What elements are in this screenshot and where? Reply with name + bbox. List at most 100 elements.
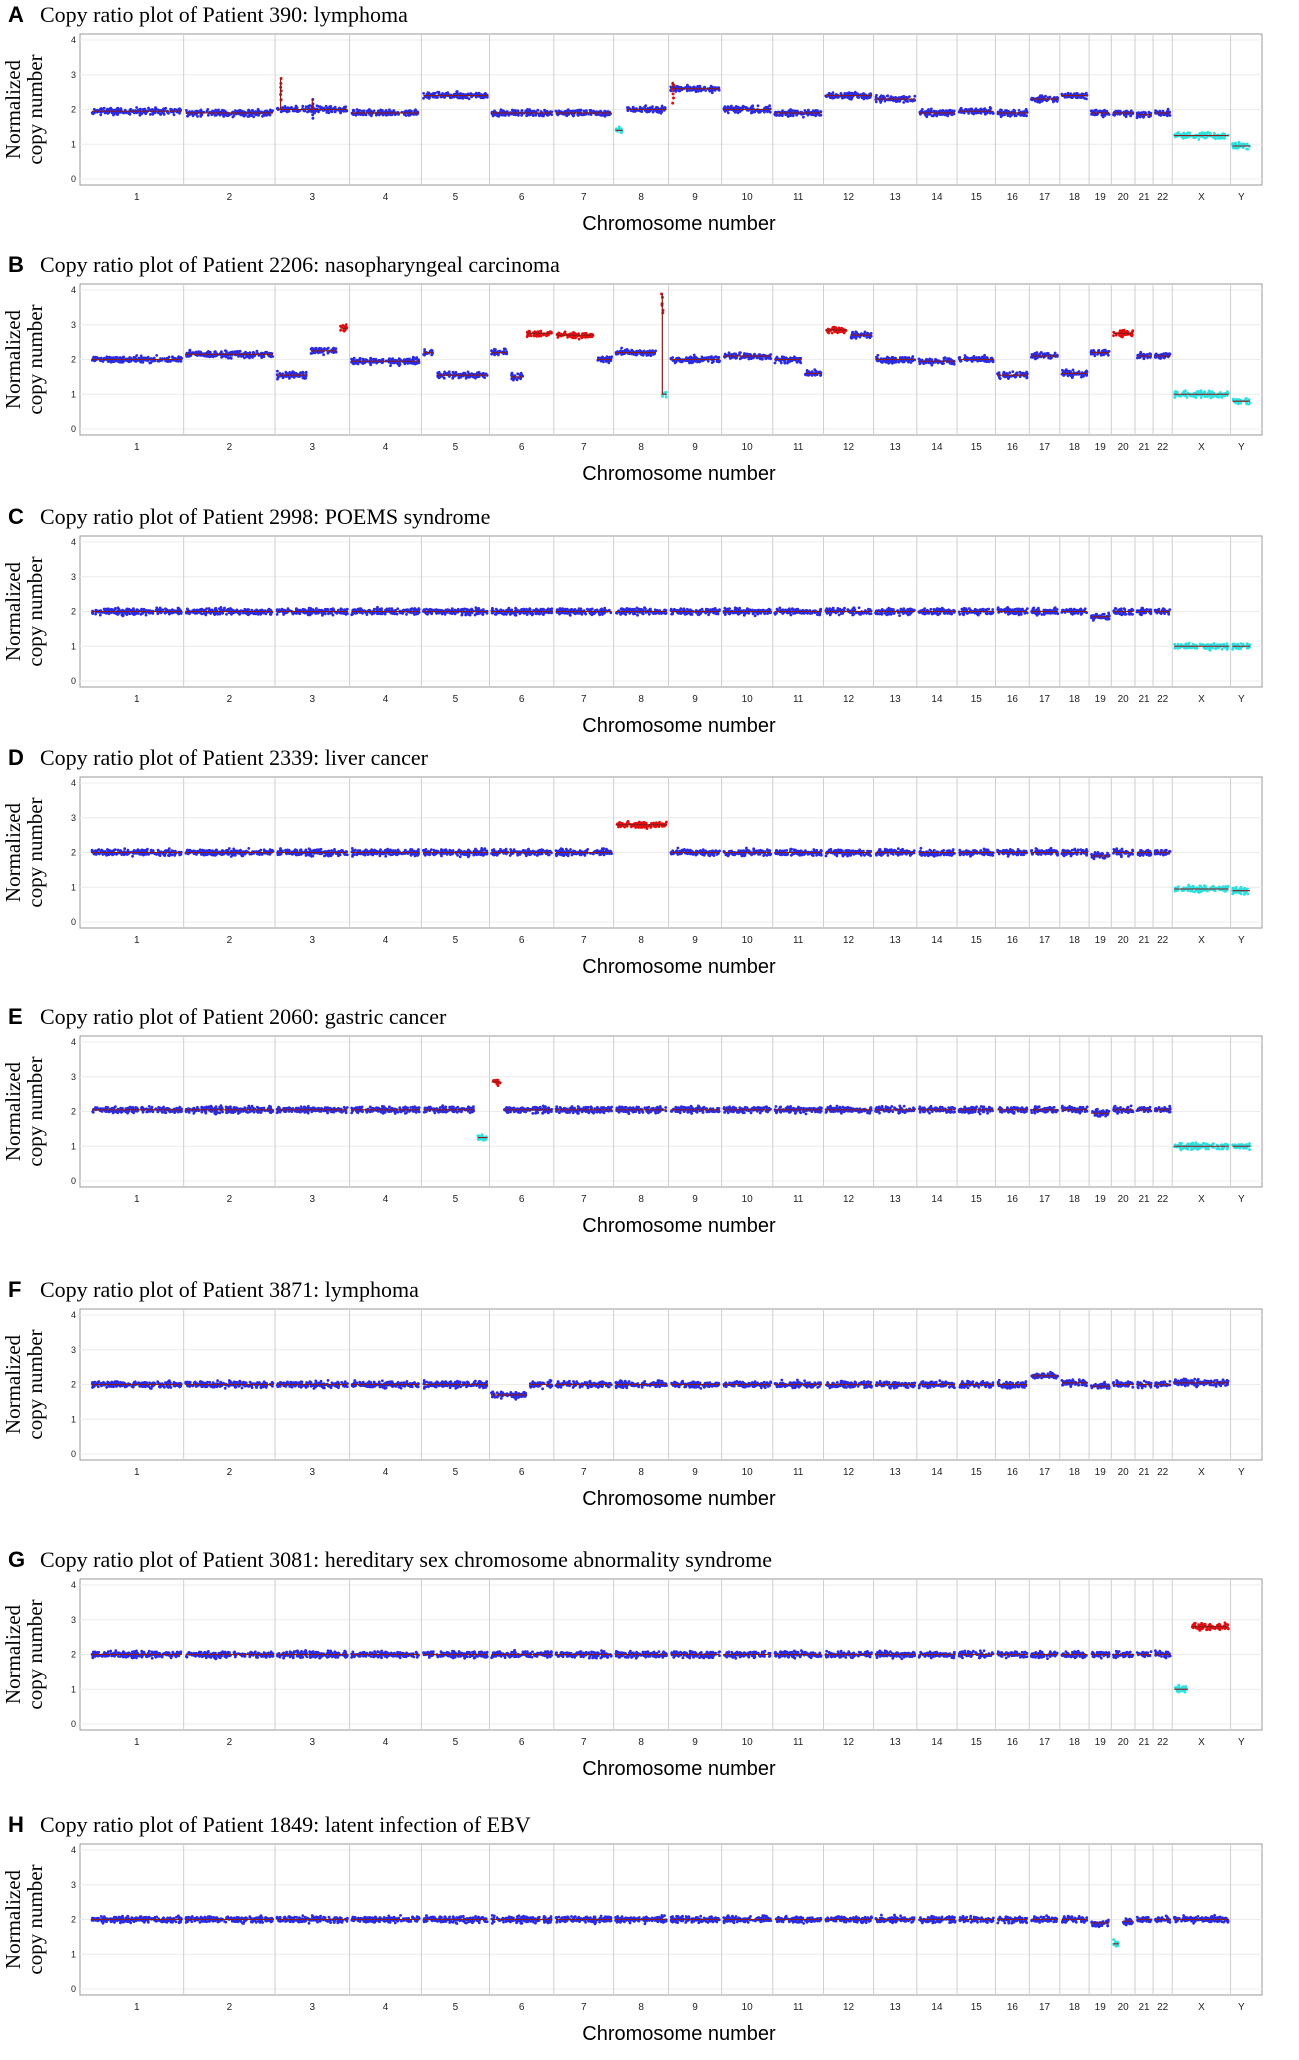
data-point [538,113,542,117]
data-point [161,107,165,111]
data-point [1183,136,1187,140]
data-point [102,106,106,110]
data-point [326,346,330,350]
data-point [1162,113,1165,117]
x-tick-label: 15 [971,192,983,203]
data-point [889,360,893,364]
data-point [786,114,790,118]
data-point [936,361,940,365]
x-tick-label: 10 [742,192,754,203]
data-point [1071,368,1075,372]
data-point [415,362,418,365]
data-point [792,109,796,113]
data-point [1034,356,1038,359]
data-point [1015,371,1019,375]
data-point [1168,114,1172,117]
data-point [476,375,480,379]
data-point [256,107,260,111]
data-point [351,108,355,112]
data-point [294,106,298,110]
data-point [607,361,611,365]
data-point [217,108,220,112]
data-point [630,349,634,352]
data-point [352,356,356,360]
data-point [226,113,230,117]
data-point [404,110,408,113]
data-point [1243,142,1246,146]
x-tick-label: 15 [971,442,983,453]
y-axis-label: Normalized [1,59,25,159]
data-point [528,113,531,116]
data-point [387,358,391,361]
data-point [1071,374,1075,378]
data-point [789,356,792,360]
data-point [318,105,322,108]
data-point [875,355,878,359]
data-point [481,96,485,100]
x-tick-label: 17 [1039,192,1051,203]
data-point [244,350,247,354]
data-point [802,115,805,119]
data-point [685,89,689,93]
data-point [879,101,883,104]
data-point [231,350,235,354]
data-point [858,335,862,339]
data-point [1069,92,1073,96]
data-point [902,101,906,104]
data-point [214,108,218,112]
data-point [717,356,721,359]
data-point [631,105,635,109]
data-point [949,358,953,361]
data-point [950,362,954,366]
data-point [231,115,235,119]
data-point [688,89,692,92]
y-tick-label: 0 [71,174,76,184]
x-tick-label: 12 [843,192,855,203]
data-point [502,347,506,351]
data-point [118,360,122,363]
data-point [301,370,305,374]
data-point [463,371,467,375]
data-point [324,104,328,108]
data-point [247,114,251,118]
data-point [535,334,539,338]
data-point [999,108,1002,112]
data-point [991,360,995,364]
data-point [875,93,878,97]
data-point [1092,349,1095,352]
data-point [1209,132,1212,136]
x-tick-label: 6 [519,192,525,203]
data-point [389,361,393,365]
data-point [196,115,199,118]
data-point [390,113,394,117]
data-point [385,113,388,117]
spike-point [672,96,675,100]
data-point [268,113,272,117]
data-point [997,372,1001,375]
data-point [1186,131,1190,135]
data-point [147,106,150,110]
data-point [573,335,577,339]
data-point [807,108,810,112]
data-point [384,109,388,112]
data-point [222,115,226,118]
x-tick-label: X [1198,192,1205,203]
data-point [325,111,329,114]
data-point [91,112,95,116]
data-point [601,113,605,117]
data-point [886,94,890,98]
data-point [310,346,314,350]
data-point [405,357,409,361]
data-point [171,356,175,360]
data-point [1102,353,1106,356]
data-point [515,378,519,382]
data-point [360,109,364,113]
data-point [944,113,947,117]
data-point [734,105,738,108]
data-point [1216,136,1220,140]
x-tick-label: 2 [227,192,233,203]
data-point [206,113,210,117]
x-tick-label: 13 [890,192,902,203]
data-point [242,114,246,118]
data-point [284,370,288,374]
